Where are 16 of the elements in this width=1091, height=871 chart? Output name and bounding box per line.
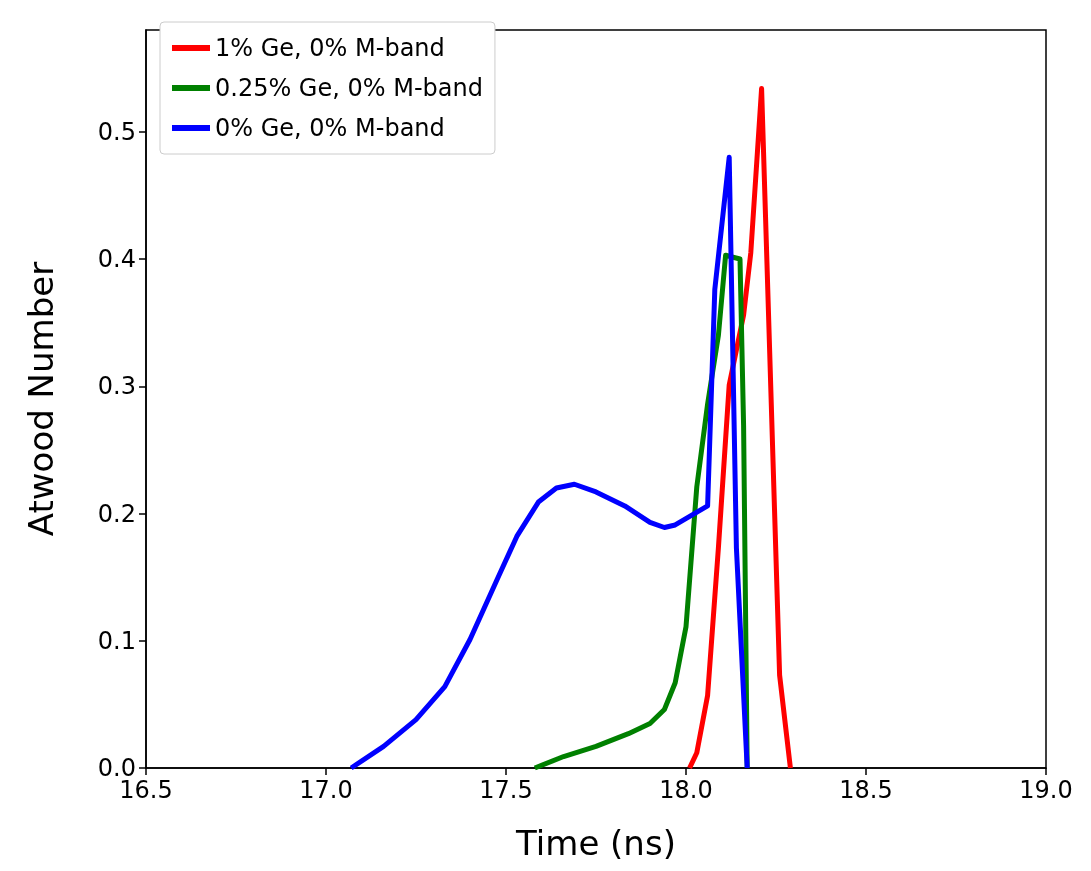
x-axis-title: Time (ns) bbox=[515, 823, 676, 863]
x-tick-label: 17.5 bbox=[479, 776, 533, 804]
x-tick-label: 18.0 bbox=[659, 776, 713, 804]
y-tick-label: 0.1 bbox=[97, 626, 136, 655]
legend-label: 0.25% Ge, 0% M-band bbox=[215, 74, 483, 102]
x-tick-label: 16.5 bbox=[119, 776, 173, 804]
x-tick-label: 18.5 bbox=[839, 776, 893, 804]
y-tick-label: 0.3 bbox=[97, 372, 136, 401]
y-tick-label: 0.5 bbox=[97, 117, 136, 146]
x-tick-label: 17.0 bbox=[299, 776, 353, 804]
y-tick-label: 0.2 bbox=[97, 499, 136, 528]
y-axis-title: Atwood Number bbox=[21, 261, 61, 537]
y-tick-label: 0.4 bbox=[97, 245, 136, 274]
x-tick-label: 19.0 bbox=[1019, 776, 1073, 804]
legend-label: 0% Ge, 0% M-band bbox=[215, 114, 445, 142]
legend-label: 1% Ge, 0% M-band bbox=[215, 34, 445, 62]
